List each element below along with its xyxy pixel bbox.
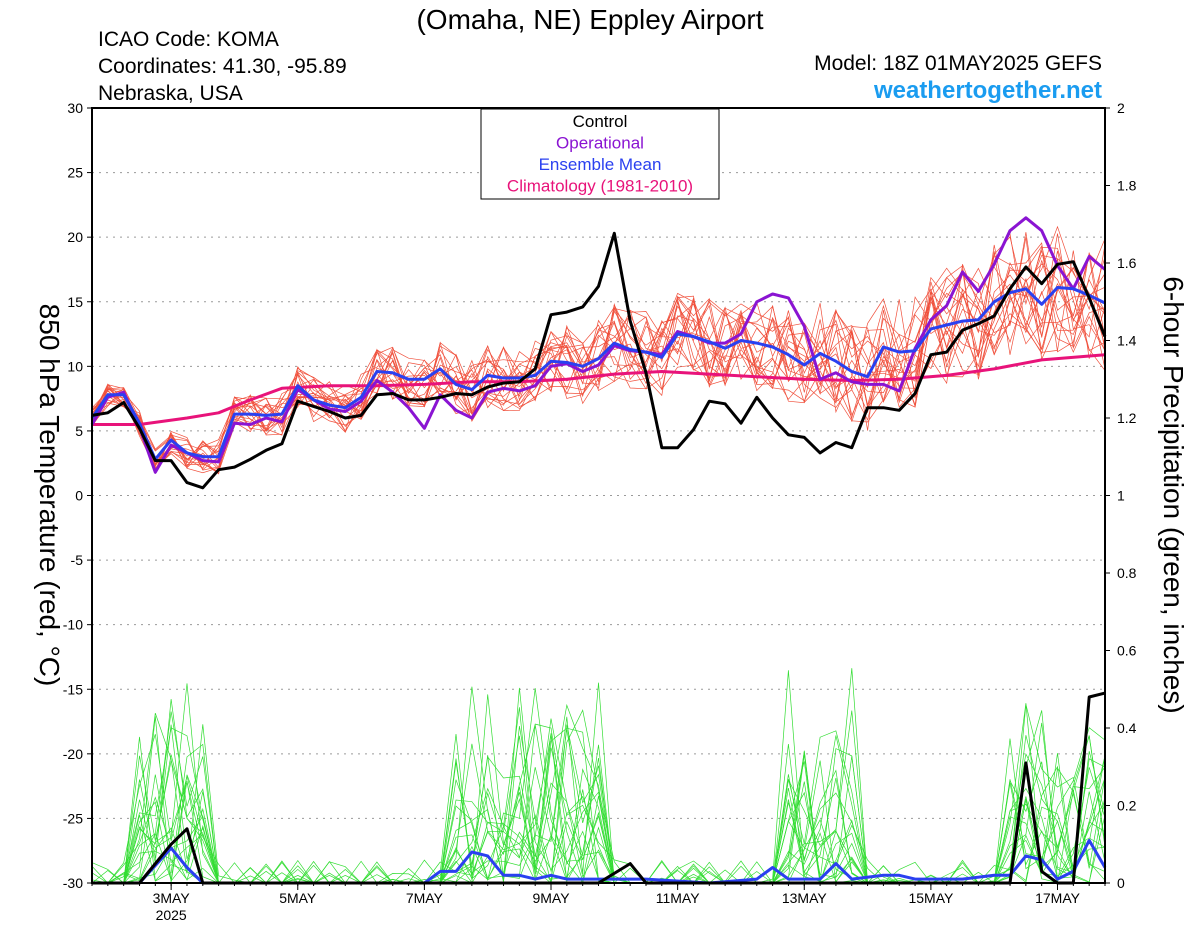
y-tick-label-right: 1.2 xyxy=(1117,410,1137,426)
region: Nebraska, USA xyxy=(98,82,243,105)
x-tick-label: 7MAY xyxy=(406,890,444,906)
site-link[interactable]: weathertogether.net xyxy=(873,77,1102,104)
chart-title: (Omaha, NE) Eppley Airport xyxy=(416,4,764,35)
operational-temperature-line xyxy=(90,216,1106,474)
y-tick-label-right: 2 xyxy=(1117,100,1125,116)
temperature-member-line xyxy=(91,232,1106,472)
y-tick-label-right: 1.8 xyxy=(1117,178,1137,194)
y-tick-label-left: 20 xyxy=(67,229,83,245)
y-tick-label-right: 0.6 xyxy=(1117,643,1137,659)
y-tick-label-right: 1.6 xyxy=(1117,255,1137,271)
precipitation-member-line xyxy=(92,724,1106,884)
icao-code: ICAO Code: KOMA xyxy=(98,28,279,51)
axes: 302520151050-5-10-15-20-25-3021.81.61.41… xyxy=(63,100,1137,923)
y-tick-label-right: 0.4 xyxy=(1117,720,1137,736)
model-run: Model: 18Z 01MAY2025 GEFS xyxy=(814,52,1102,75)
y-tick-label-left: 15 xyxy=(67,294,83,310)
precipitation-member-line xyxy=(92,724,1106,884)
y-tick-label-left: -5 xyxy=(71,552,84,568)
y-tick-label-right: 0 xyxy=(1117,875,1125,891)
legend-entry: Control xyxy=(573,112,628,131)
x-tick-label: 5MAY xyxy=(279,890,317,906)
temperature-member-line xyxy=(91,238,1106,474)
precipitation-member-line xyxy=(91,683,1106,884)
coordinates: Coordinates: 41.30, -95.89 xyxy=(98,55,347,78)
legend-box xyxy=(480,108,720,200)
precipitation-member-line xyxy=(91,724,1106,884)
y-tick-label-right: 0.2 xyxy=(1117,798,1137,814)
control-precipitation-line xyxy=(92,691,1106,885)
precipitation-member-line xyxy=(91,729,1106,884)
y-tick-label-left: -10 xyxy=(63,617,83,633)
grid-lines xyxy=(92,172,1105,819)
y-tick-label-left: 0 xyxy=(75,488,83,504)
precipitation-member-line xyxy=(92,727,1106,884)
legend-entry: Operational xyxy=(556,134,644,153)
y-axis-label-right: 6-hour Precipitation (green, inches) xyxy=(1158,276,1189,713)
x-tick-label: 9MAY xyxy=(532,890,570,906)
temperature-member-line xyxy=(91,266,1106,469)
temperature-member-lines xyxy=(91,225,1106,475)
y-axis-label-left: 850 hPa Temperature (red, °C) xyxy=(34,304,65,687)
ensemble-mean-temperature-line xyxy=(90,286,1106,461)
y-tick-label-left: 30 xyxy=(67,100,83,116)
y-tick-label-left: -30 xyxy=(63,875,83,891)
legend-entry: Ensemble Mean xyxy=(539,155,662,174)
y-tick-label-left: 10 xyxy=(67,358,83,374)
precipitation-member-line xyxy=(92,716,1106,884)
x-tick-label: 17MAY xyxy=(1035,890,1081,906)
temperature-member-line xyxy=(91,245,1106,467)
y-tick-label-left: 5 xyxy=(75,423,83,439)
precipitation-member-line xyxy=(92,726,1106,884)
x-tick-label: 15MAY xyxy=(908,890,954,906)
y-tick-label-left: -25 xyxy=(63,810,83,826)
precipitation-member-line xyxy=(91,718,1106,884)
temperature-member-line xyxy=(91,237,1106,471)
control-temperature-line xyxy=(91,231,1107,490)
temperature-member-line xyxy=(91,232,1106,468)
y-tick-label-left: -20 xyxy=(63,746,83,762)
precipitation-member-line xyxy=(92,686,1106,884)
temperature-member-line xyxy=(91,244,1106,469)
legend: Control Operational Ensemble Mean Climatolo… xyxy=(480,108,720,200)
temperature-member-line xyxy=(91,233,1106,466)
x-tick-label: 3MAY xyxy=(153,890,191,906)
x-tick-label: 13MAY xyxy=(782,890,828,906)
precipitation-member-lines xyxy=(91,668,1106,884)
precipitation-member-line xyxy=(92,707,1106,884)
y-tick-label-left: 25 xyxy=(67,165,83,181)
legend-entry: Climatology (1981-2010) xyxy=(507,177,693,196)
precipitation-member-line xyxy=(92,723,1106,884)
climatology-temperature-line xyxy=(92,353,1106,426)
x-year-label: 2025 xyxy=(156,907,187,923)
y-tick-label-left: -15 xyxy=(63,681,83,697)
x-tick-label: 11MAY xyxy=(656,890,700,906)
y-tick-label-right: 1 xyxy=(1117,488,1125,504)
y-tick-label-right: 0.8 xyxy=(1117,565,1137,581)
y-tick-label-right: 1.4 xyxy=(1117,333,1137,349)
